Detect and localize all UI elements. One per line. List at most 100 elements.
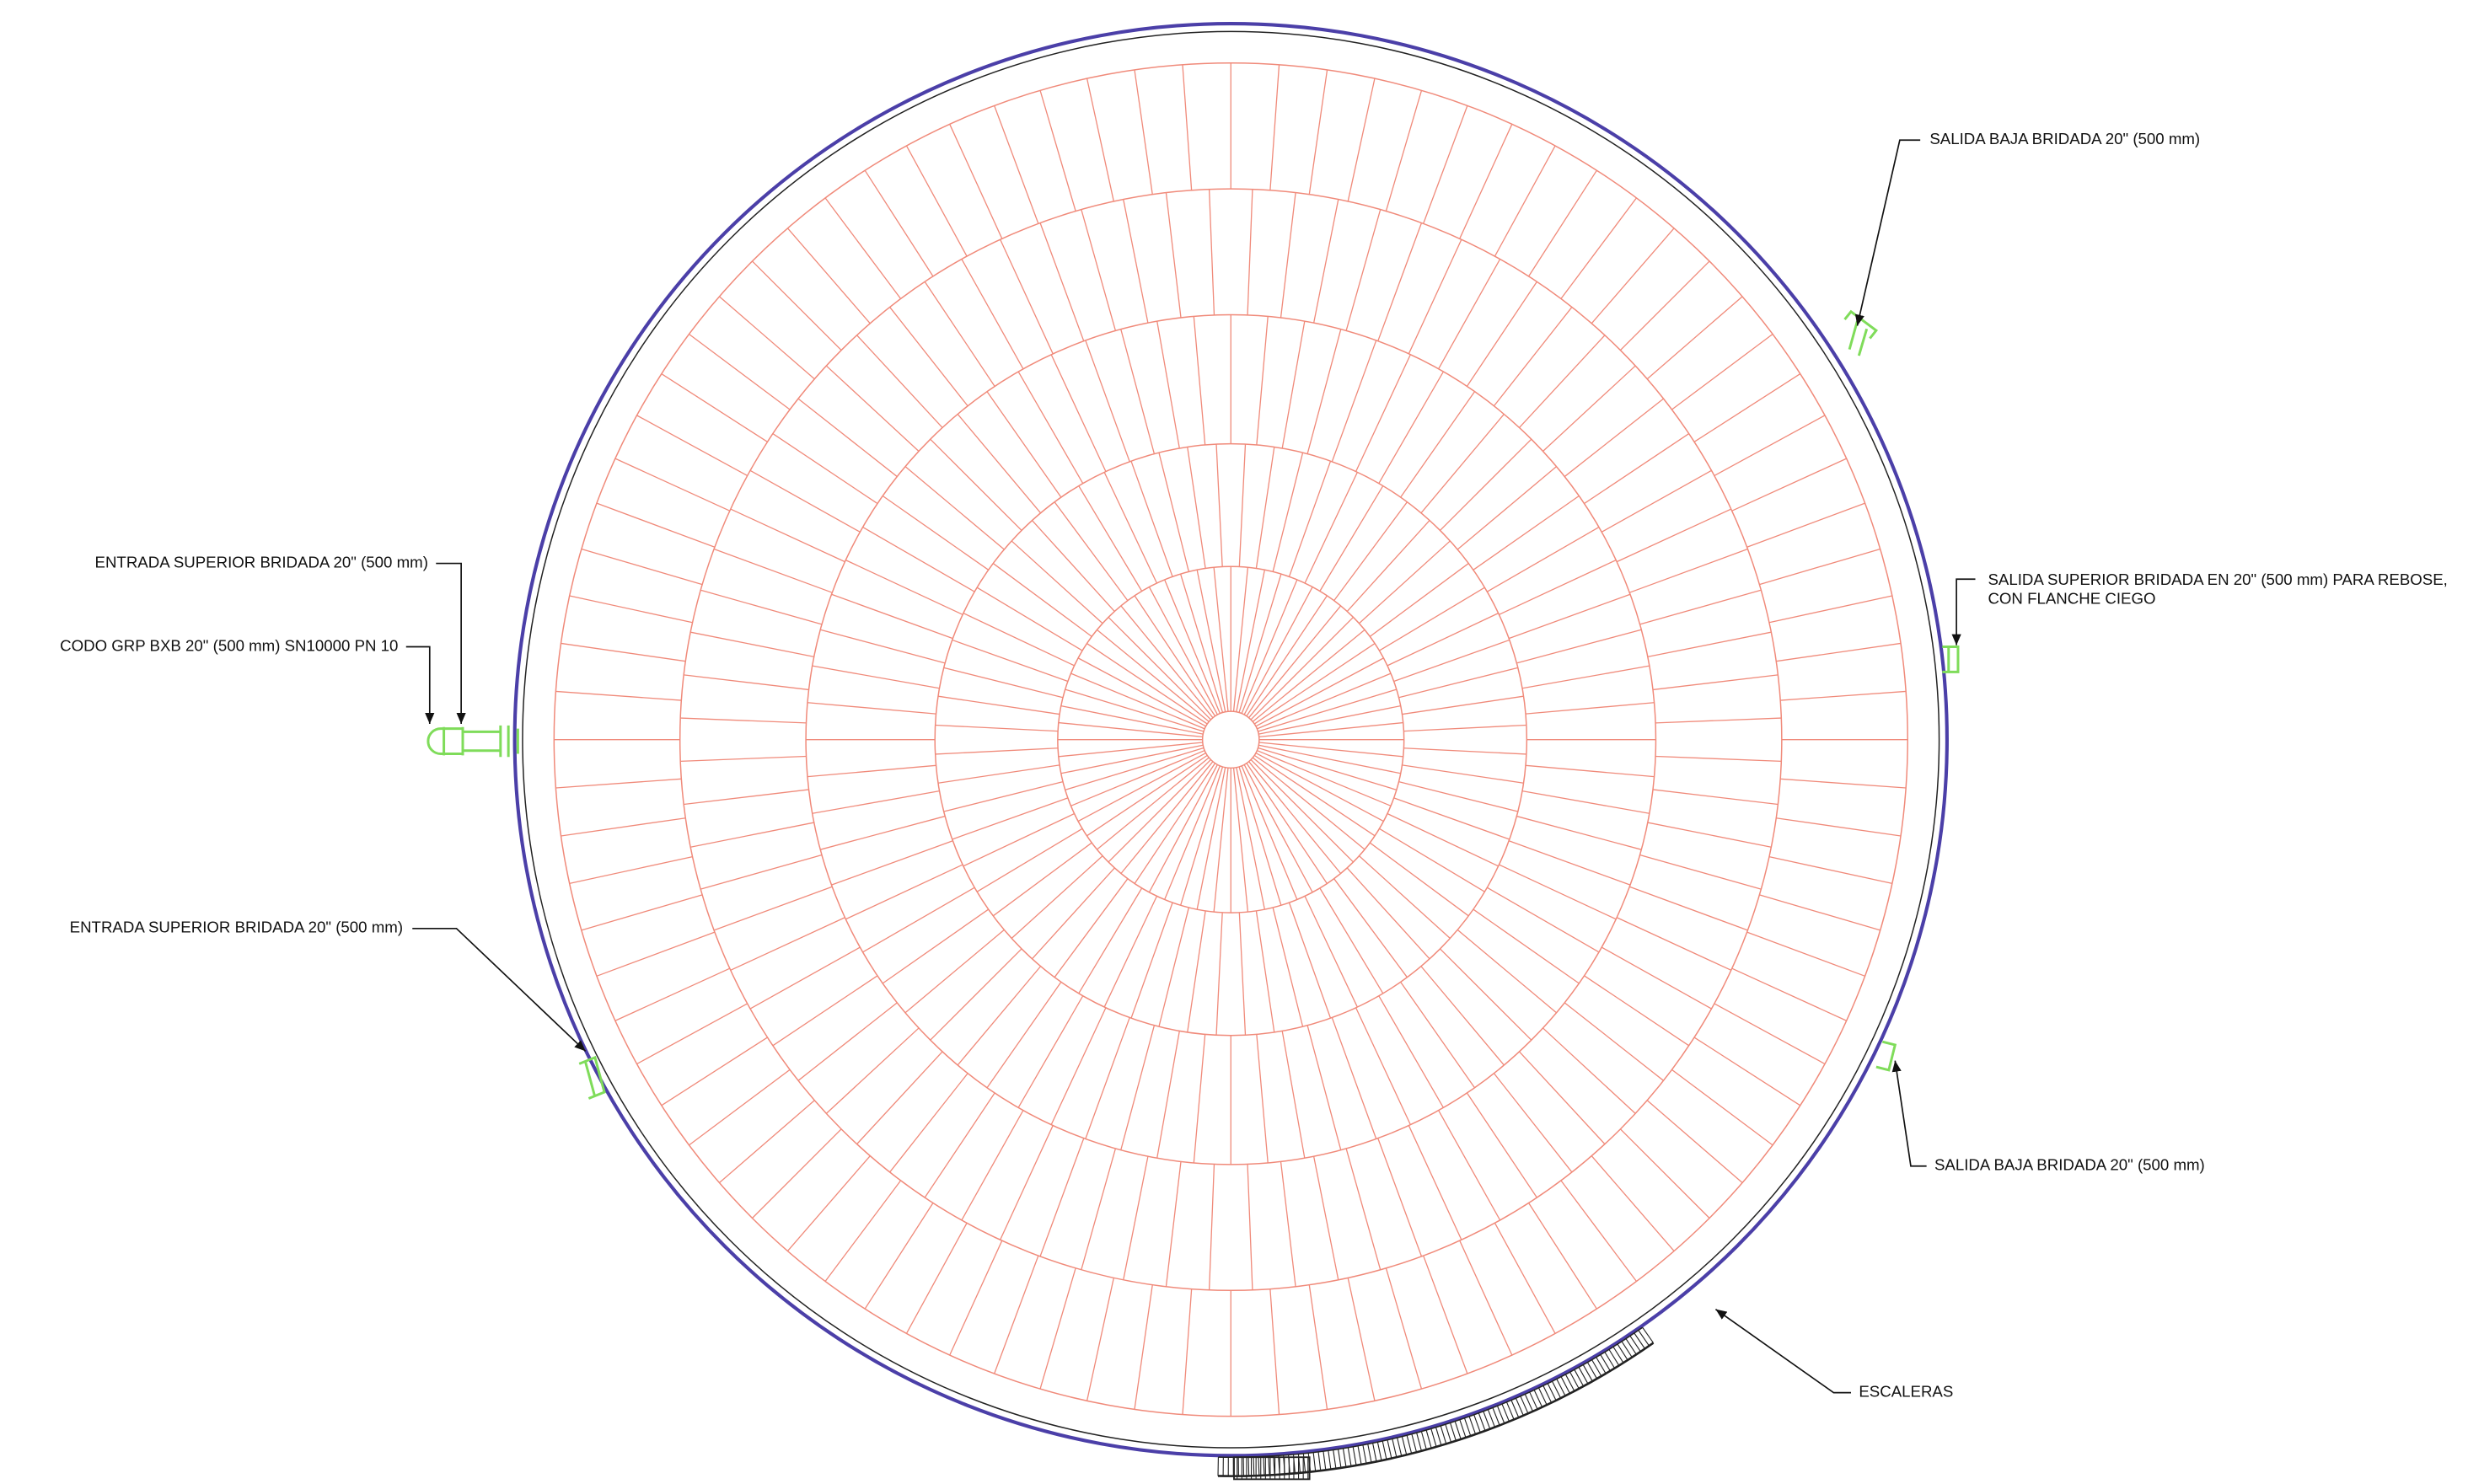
panel-joint xyxy=(856,335,943,428)
panel-joint xyxy=(797,1002,898,1081)
panel-joint xyxy=(1187,910,1206,1033)
panel-joint xyxy=(825,365,920,452)
panel-joint xyxy=(1148,764,1218,893)
panel-joint xyxy=(1591,1155,1675,1251)
panel-joint xyxy=(1616,508,1732,563)
panel-joint xyxy=(1369,842,1469,917)
panel-joint xyxy=(684,789,809,806)
panel-joint xyxy=(1065,688,1204,732)
stair-step xyxy=(1440,1425,1447,1444)
panel-joint xyxy=(1440,438,1532,531)
fitting xyxy=(578,1055,606,1100)
panel-joint xyxy=(1355,354,1411,472)
panel-joint xyxy=(1378,371,1444,484)
panel-joint xyxy=(797,398,898,478)
stair-step xyxy=(1533,1390,1543,1407)
panel-joint xyxy=(812,790,940,814)
panel-joint xyxy=(1359,855,1451,939)
panel-joint xyxy=(730,508,845,563)
panel-joint xyxy=(1039,90,1076,212)
panel-joint xyxy=(943,780,1064,812)
panel-joint xyxy=(1246,595,1328,717)
panel-joint xyxy=(905,1223,968,1334)
stair-step xyxy=(1357,1445,1362,1465)
panel-joint xyxy=(1457,466,1557,550)
panel-joint xyxy=(1078,887,1143,994)
stair-step xyxy=(1463,1417,1472,1437)
panel-joint xyxy=(961,1110,1024,1221)
panel-joint xyxy=(1652,789,1779,806)
panel-joint xyxy=(1017,371,1084,484)
stair-step xyxy=(1333,1449,1337,1469)
panel-joint xyxy=(1516,815,1642,850)
panel-joint xyxy=(904,929,1005,1014)
panel-joint xyxy=(1655,717,1782,724)
panel-joint xyxy=(1408,238,1462,355)
panel-joint xyxy=(1393,639,1510,683)
fitting xyxy=(1875,1040,1897,1072)
panel-joint xyxy=(1208,1164,1215,1290)
panel-joint xyxy=(752,260,842,351)
panel-joint xyxy=(1097,629,1210,722)
panel-joint xyxy=(1256,316,1269,446)
panel-joint xyxy=(1355,1007,1411,1125)
panel-joint xyxy=(963,812,1075,867)
panel-joint xyxy=(1281,321,1306,449)
panel-joint xyxy=(1213,768,1229,913)
panel-joint xyxy=(1039,1267,1076,1390)
panel-joint xyxy=(1333,501,1408,602)
stair-step xyxy=(1416,1433,1422,1451)
stair-step xyxy=(1247,1456,1250,1476)
panel-joint xyxy=(1746,931,1865,977)
panel-joint xyxy=(1306,329,1342,454)
panel-joint xyxy=(1759,894,1881,931)
leaders xyxy=(405,139,1976,1394)
panel-joint xyxy=(1525,764,1655,778)
panel-joint xyxy=(904,466,1005,550)
panel-joint xyxy=(889,307,968,407)
stair-step xyxy=(1459,1419,1467,1438)
panel-joint xyxy=(1646,1100,1743,1184)
stair-step xyxy=(1556,1379,1566,1396)
panel-joint xyxy=(1671,333,1773,410)
panel-ring xyxy=(934,442,1528,1037)
stair-step xyxy=(1505,1401,1515,1420)
panel-joint xyxy=(1130,460,1173,577)
panel-joint xyxy=(1768,595,1893,624)
panel-joint xyxy=(976,587,1083,651)
panel-joint xyxy=(1564,1002,1664,1081)
panel-joint xyxy=(1308,1284,1328,1410)
stair-step xyxy=(1487,1409,1495,1428)
panel-joint xyxy=(1493,307,1573,407)
panel-joint xyxy=(1387,812,1499,867)
panel-joint xyxy=(935,747,1059,755)
panel-joint xyxy=(1521,790,1650,814)
panel-joint xyxy=(1438,259,1501,370)
panel-joint xyxy=(749,469,861,533)
stair-step xyxy=(1372,1443,1377,1462)
panel-joint xyxy=(1070,672,1205,730)
panel-joint xyxy=(1238,912,1247,1036)
panel-joint xyxy=(1601,469,1712,533)
panel-joint xyxy=(1253,643,1376,725)
panel-joint xyxy=(963,613,1075,667)
panel-joint xyxy=(924,1092,995,1198)
panel-joint xyxy=(1347,1278,1376,1401)
panel-joint xyxy=(1247,189,1253,315)
panel-joint xyxy=(1423,1255,1468,1374)
panel-joint xyxy=(1768,855,1893,885)
panel-joint xyxy=(1081,1148,1117,1270)
stair-step xyxy=(1569,1371,1580,1390)
tank-outer-wall xyxy=(512,22,1949,1458)
fitting xyxy=(1843,309,1879,356)
stair-step xyxy=(1542,1385,1553,1403)
panel-joint xyxy=(1494,1223,1556,1334)
panel-joint xyxy=(1528,169,1597,277)
panel-joint xyxy=(807,702,936,715)
panel-joint xyxy=(1196,570,1226,712)
stair-step xyxy=(1376,1442,1382,1461)
stair-step xyxy=(1483,1411,1491,1429)
panel-joint xyxy=(943,667,1064,699)
panel-joint xyxy=(1232,567,1249,712)
